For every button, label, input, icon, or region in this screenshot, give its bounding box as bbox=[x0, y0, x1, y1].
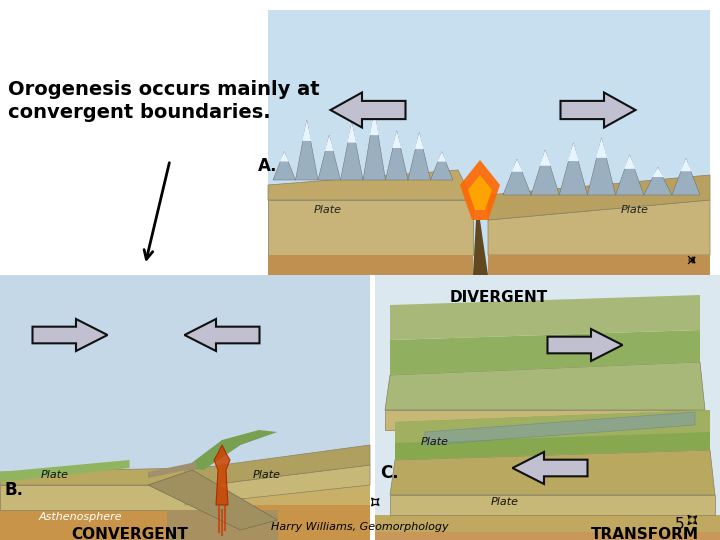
Text: CONVERGENT: CONVERGENT bbox=[71, 527, 189, 540]
Text: Orogenesis occurs mainly at
convergent boundaries.: Orogenesis occurs mainly at convergent b… bbox=[8, 80, 320, 123]
Text: Plate: Plate bbox=[314, 205, 342, 215]
Polygon shape bbox=[624, 155, 635, 169]
Polygon shape bbox=[318, 136, 341, 180]
Polygon shape bbox=[488, 175, 710, 220]
Polygon shape bbox=[341, 123, 363, 180]
Polygon shape bbox=[680, 158, 691, 171]
Polygon shape bbox=[488, 255, 710, 275]
Polygon shape bbox=[268, 255, 473, 275]
Polygon shape bbox=[370, 111, 379, 135]
Polygon shape bbox=[511, 159, 523, 172]
Polygon shape bbox=[531, 150, 559, 195]
Polygon shape bbox=[330, 92, 405, 127]
Polygon shape bbox=[184, 319, 259, 351]
Polygon shape bbox=[588, 138, 616, 195]
Polygon shape bbox=[0, 485, 215, 510]
Polygon shape bbox=[268, 170, 473, 200]
Polygon shape bbox=[375, 275, 720, 540]
Polygon shape bbox=[652, 167, 663, 177]
Polygon shape bbox=[560, 92, 636, 127]
Polygon shape bbox=[547, 329, 623, 361]
Polygon shape bbox=[363, 111, 385, 180]
Polygon shape bbox=[425, 412, 695, 445]
Polygon shape bbox=[0, 485, 370, 505]
Polygon shape bbox=[148, 470, 277, 530]
Polygon shape bbox=[280, 152, 289, 161]
Text: Asthenosphere: Asthenosphere bbox=[38, 512, 122, 522]
Text: Plate: Plate bbox=[421, 437, 449, 447]
Polygon shape bbox=[302, 120, 311, 141]
Polygon shape bbox=[568, 143, 579, 161]
Polygon shape bbox=[437, 152, 446, 161]
Polygon shape bbox=[616, 155, 644, 195]
Polygon shape bbox=[148, 462, 196, 478]
Polygon shape bbox=[385, 362, 705, 410]
Polygon shape bbox=[468, 175, 492, 210]
Polygon shape bbox=[166, 510, 277, 540]
Polygon shape bbox=[0, 468, 192, 485]
Text: B.: B. bbox=[5, 481, 24, 499]
Text: Harry Williams, Geomorphology: Harry Williams, Geomorphology bbox=[271, 522, 449, 532]
Polygon shape bbox=[185, 465, 370, 505]
Polygon shape bbox=[385, 410, 705, 430]
Polygon shape bbox=[559, 143, 588, 195]
Polygon shape bbox=[0, 505, 370, 540]
Polygon shape bbox=[390, 450, 715, 495]
Polygon shape bbox=[503, 159, 531, 195]
Polygon shape bbox=[390, 495, 715, 515]
Polygon shape bbox=[375, 515, 720, 532]
Polygon shape bbox=[185, 445, 370, 488]
Text: TRANSFORM: TRANSFORM bbox=[591, 527, 699, 540]
Polygon shape bbox=[488, 200, 710, 255]
Polygon shape bbox=[539, 150, 551, 166]
Polygon shape bbox=[268, 10, 710, 275]
Polygon shape bbox=[268, 200, 473, 255]
Text: Plate: Plate bbox=[253, 470, 280, 480]
Polygon shape bbox=[395, 410, 710, 460]
Polygon shape bbox=[0, 275, 370, 540]
Polygon shape bbox=[408, 132, 431, 180]
Polygon shape bbox=[375, 532, 720, 540]
Text: Plate: Plate bbox=[621, 205, 649, 215]
Polygon shape bbox=[390, 295, 700, 340]
Polygon shape bbox=[385, 131, 408, 180]
Polygon shape bbox=[596, 138, 607, 158]
Polygon shape bbox=[0, 460, 130, 482]
Polygon shape bbox=[415, 132, 424, 149]
Polygon shape bbox=[392, 131, 401, 148]
Polygon shape bbox=[431, 152, 453, 180]
Polygon shape bbox=[390, 330, 700, 375]
Polygon shape bbox=[185, 430, 277, 470]
Polygon shape bbox=[672, 158, 700, 195]
Polygon shape bbox=[395, 410, 710, 443]
Polygon shape bbox=[644, 167, 672, 195]
Text: Plate: Plate bbox=[491, 497, 519, 507]
Polygon shape bbox=[273, 152, 295, 180]
Polygon shape bbox=[513, 452, 588, 484]
Polygon shape bbox=[214, 445, 230, 505]
Text: 5: 5 bbox=[675, 517, 685, 532]
Text: Plate: Plate bbox=[41, 470, 69, 480]
Polygon shape bbox=[295, 120, 318, 180]
Polygon shape bbox=[473, 220, 488, 275]
Polygon shape bbox=[32, 319, 107, 351]
Polygon shape bbox=[460, 160, 500, 220]
Polygon shape bbox=[325, 136, 334, 151]
Text: A.: A. bbox=[258, 157, 277, 175]
Text: DIVERGENT: DIVERGENT bbox=[450, 290, 548, 305]
Polygon shape bbox=[347, 123, 356, 143]
Text: C.: C. bbox=[380, 464, 399, 482]
